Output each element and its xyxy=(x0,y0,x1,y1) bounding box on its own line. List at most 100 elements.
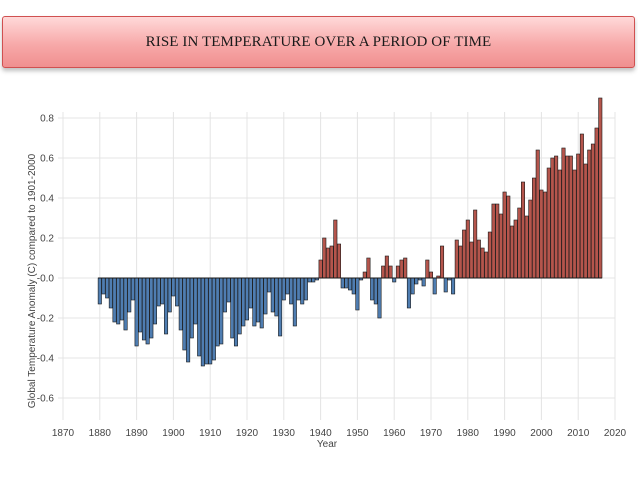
bar-1946 xyxy=(340,277,345,289)
x-tick-label: 1880 xyxy=(89,428,112,439)
bar-1943 xyxy=(329,245,334,279)
bar-1925 xyxy=(263,277,268,315)
bar-1991 xyxy=(506,195,511,279)
y-tick-label: -0.6 xyxy=(37,394,55,405)
bar-2010 xyxy=(576,153,581,279)
bar-1928 xyxy=(274,277,279,317)
bar-1994 xyxy=(517,207,522,279)
x-tick-label: 2020 xyxy=(604,428,627,439)
bar-1906 xyxy=(193,277,198,325)
bar-2002 xyxy=(546,167,551,279)
bar-1999 xyxy=(535,149,540,279)
bar-1940 xyxy=(318,259,323,279)
bar-1973 xyxy=(440,245,445,279)
bar-1890 xyxy=(134,277,139,347)
bar-1942 xyxy=(325,247,330,279)
y-tick-label: -0.2 xyxy=(37,314,55,325)
bar-1902 xyxy=(178,277,183,331)
bar-1903 xyxy=(182,277,187,351)
bar-1997 xyxy=(528,199,533,279)
bar-1934 xyxy=(296,277,301,301)
bar-1923 xyxy=(256,277,261,323)
bar-1982 xyxy=(473,209,478,279)
bar-1929 xyxy=(278,277,283,337)
bar-1909 xyxy=(204,277,209,365)
x-axis-ticks: 1870 1880 1890 1900 1910 1920 1930 1940 1950 1960… xyxy=(52,428,627,439)
bar-1985 xyxy=(484,251,489,279)
bar-1918 xyxy=(237,277,242,335)
bar-1885 xyxy=(116,277,121,325)
bar-1921 xyxy=(248,277,253,309)
bar-1932 xyxy=(289,277,294,305)
bar-1889 xyxy=(130,277,135,301)
bar-1977 xyxy=(454,239,459,279)
x-tick-label: 1930 xyxy=(273,428,296,439)
x-tick-label: 1970 xyxy=(420,428,443,439)
bar-1947 xyxy=(344,277,349,289)
bar-2006 xyxy=(561,147,566,279)
y-tick-label: 0.2 xyxy=(40,234,54,245)
bar-1883 xyxy=(108,277,113,309)
bar-2015 xyxy=(594,127,599,279)
bar-1898 xyxy=(164,277,169,335)
bar-1974 xyxy=(443,277,448,293)
bar-1927 xyxy=(270,277,275,313)
bar-1968 xyxy=(421,277,426,287)
bar-1896 xyxy=(156,277,161,307)
bar-1901 xyxy=(175,277,180,307)
bar-1963 xyxy=(403,257,408,279)
bar-1905 xyxy=(189,277,194,339)
bar-1983 xyxy=(476,239,481,279)
bar-2003 xyxy=(550,157,555,279)
bar-1948 xyxy=(348,277,353,291)
x-tick-label: 1960 xyxy=(383,428,406,439)
bar-1904 xyxy=(186,277,191,363)
y-axis-ticks: -0.6 -0.4 -0.2 -0.0 0.2 0.4 0.6 0.8 xyxy=(37,114,55,405)
bar-1920 xyxy=(245,277,249,321)
bar-1886 xyxy=(119,277,124,321)
bar-1953 xyxy=(366,257,371,279)
bar-1897 xyxy=(160,277,165,305)
bar-1911 xyxy=(211,277,216,361)
x-tick-label: 2000 xyxy=(530,428,553,439)
x-tick-label: 1890 xyxy=(125,428,148,439)
bar-1912 xyxy=(215,277,220,347)
bar-1981 xyxy=(469,241,474,279)
bar-1938 xyxy=(311,277,316,283)
x-tick-label: 1900 xyxy=(162,428,185,439)
x-tick-label: 1920 xyxy=(236,428,259,439)
bar-1941 xyxy=(322,237,327,279)
bar-1888 xyxy=(127,277,132,313)
bar-1964 xyxy=(406,277,411,309)
bar-1970 xyxy=(429,271,433,279)
bar-1910 xyxy=(208,277,213,365)
bar-1922 xyxy=(252,277,257,327)
slide-title-banner: RISE IN TEMPERATURE OVER A PERIOD OF TIM… xyxy=(2,16,635,68)
x-tick-label: 1940 xyxy=(309,428,332,439)
bar-1979 xyxy=(462,229,467,279)
bar-1926 xyxy=(267,277,272,293)
bar-1913 xyxy=(219,277,224,345)
x-tick-label: 2010 xyxy=(567,428,590,439)
bar-1965 xyxy=(410,277,415,295)
bar-1989 xyxy=(498,213,503,279)
bar-1895 xyxy=(153,277,157,325)
bar-2014 xyxy=(590,143,595,279)
bar-1915 xyxy=(226,277,231,303)
slide-title: RISE IN TEMPERATURE OVER A PERIOD OF TIM… xyxy=(145,33,492,50)
bar-1976 xyxy=(451,277,456,295)
bar-1899 xyxy=(167,277,172,313)
bar-1919 xyxy=(241,277,246,327)
bar-1987 xyxy=(491,203,496,279)
bar-1935 xyxy=(300,277,305,305)
bar-2000 xyxy=(539,189,544,279)
bar-1945 xyxy=(337,243,341,279)
x-tick-label: 1950 xyxy=(346,428,369,439)
bar-1917 xyxy=(233,277,238,347)
bar-2001 xyxy=(543,191,548,279)
bar-1894 xyxy=(149,277,154,339)
bar-2007 xyxy=(565,155,570,279)
bar-1933 xyxy=(292,277,297,327)
bar-1893 xyxy=(145,277,150,345)
